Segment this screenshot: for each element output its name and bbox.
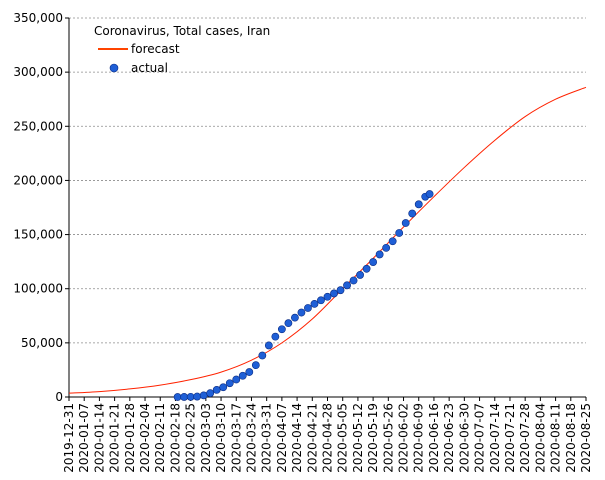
actual-point (401, 219, 410, 227)
x-tick-label: 2020-04-07 (275, 403, 289, 473)
x-tick-label: 2020-06-23 (442, 403, 456, 473)
actual-point (425, 190, 434, 198)
x-tick-label: 2020-07-07 (473, 403, 487, 473)
x-tick-label: 2020-03-31 (260, 403, 274, 473)
x-tick-label: 2020-08-11 (549, 403, 563, 473)
x-tick-label: 2019-12-31 (62, 403, 76, 473)
x-tick-label: 2020-03-03 (199, 403, 213, 473)
x-tick-label: 2020-04-21 (305, 403, 319, 473)
legend: Coronavirus, Total cases, Iran forecast … (94, 24, 270, 75)
actual-point (317, 296, 325, 305)
actual-point (375, 250, 384, 259)
x-tick-label: 2020-06-09 (412, 403, 426, 473)
actual-point (310, 299, 319, 308)
y-tick-label: 250,000 (13, 119, 63, 133)
actual-point (362, 264, 371, 273)
actual-point (414, 200, 423, 209)
x-tick-label: 2020-01-21 (108, 403, 122, 473)
actual-point (238, 371, 247, 380)
actual-point (323, 292, 332, 301)
actual-point (199, 391, 208, 400)
actual-point (330, 289, 338, 298)
actual-point (264, 341, 273, 350)
x-axis-ticks: 2019-12-31 2020-01-07 2020-01-14 2020-01-21… (62, 397, 593, 473)
y-tick-label: 350,000 (13, 11, 63, 25)
actual-point (193, 392, 202, 401)
actual-point (173, 393, 182, 401)
forecast-line (68, 86, 587, 394)
x-tick-label: 2020-03-10 (214, 403, 228, 473)
legend-actual-label: actual (131, 61, 168, 75)
actual-point (395, 229, 404, 237)
x-tick-label: 2020-06-30 (457, 403, 471, 473)
actual-point (284, 319, 293, 328)
y-tick-label: 0 (55, 390, 63, 404)
y-tick-label: 50,000 (21, 336, 63, 350)
actual-point (356, 271, 364, 279)
x-tick-label: 2020-05-19 (366, 403, 380, 473)
x-tick-label: 2020-08-25 (579, 403, 593, 473)
x-tick-label: 2020-07-14 (488, 403, 502, 473)
actual-point (304, 304, 312, 312)
x-tick-label: 2020-02-25 (184, 403, 198, 473)
actual-point (277, 325, 286, 334)
y-tick-label: 200,000 (13, 173, 63, 187)
y-axis-ticks: 0 50,000 100,000 150,000 200,000 250,000 300,0… (13, 11, 69, 404)
actual-point (258, 351, 267, 360)
y-tick-label: 300,000 (13, 65, 63, 79)
actual-point (369, 258, 378, 266)
x-tick-label: 2020-05-05 (336, 403, 350, 473)
x-tick-label: 2020-02-11 (153, 403, 167, 473)
actual-point (232, 375, 241, 384)
x-tick-label: 2020-05-26 (381, 403, 395, 473)
legend-actual-swatch (109, 63, 119, 73)
actual-point (343, 281, 351, 290)
actual-point (388, 237, 397, 246)
x-tick-label: 2020-01-14 (92, 403, 106, 473)
actual-point (186, 392, 195, 401)
x-tick-label: 2020-01-28 (123, 403, 137, 473)
x-tick-label: 2020-06-16 (427, 403, 441, 473)
actual-point (336, 286, 345, 295)
actual-point (180, 393, 189, 401)
actual-point (291, 313, 299, 322)
actual-point (219, 383, 228, 392)
chart-title: Coronavirus, Total cases, Iran (94, 24, 270, 38)
x-tick-label: 2020-08-04 (533, 403, 547, 473)
legend-forecast-label: forecast (131, 42, 180, 56)
y-tick-label: 100,000 (13, 282, 63, 296)
actual-point (206, 389, 215, 398)
x-tick-label: 2020-01-07 (77, 403, 91, 473)
x-tick-label: 2020-07-28 (518, 403, 532, 473)
x-tick-label: 2020-04-14 (290, 403, 304, 473)
x-tick-label: 2020-04-28 (321, 403, 335, 473)
x-tick-label: 2020-07-21 (503, 403, 517, 473)
y-tick-label: 150,000 (13, 228, 63, 242)
actual-point (271, 332, 280, 341)
actual-point (408, 209, 417, 218)
x-tick-label: 2020-03-17 (229, 403, 243, 473)
actual-point (245, 368, 254, 376)
actual-point (297, 308, 306, 317)
x-tick-label: 2020-08-18 (564, 403, 578, 473)
x-tick-label: 2020-02-18 (168, 403, 182, 473)
actual-point (382, 243, 391, 252)
x-tick-label: 2020-05-12 (351, 403, 365, 473)
x-tick-label: 2020-02-04 (138, 403, 152, 473)
x-tick-label: 2020-06-02 (397, 403, 411, 473)
actual-point (225, 379, 234, 388)
x-tick-label: 2020-03-24 (244, 403, 258, 473)
actual-point (349, 276, 358, 285)
actual-point (251, 361, 260, 370)
actual-point (212, 385, 221, 394)
plot-area (68, 86, 587, 401)
